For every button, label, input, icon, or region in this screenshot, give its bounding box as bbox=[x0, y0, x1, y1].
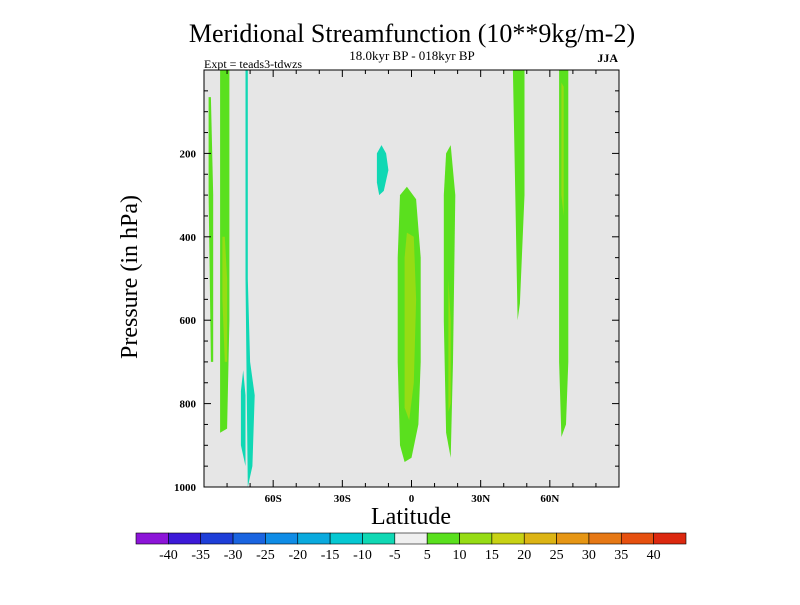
colorbar-label: 15 bbox=[485, 548, 499, 563]
colorbar-label: 25 bbox=[550, 548, 564, 563]
colorbar-box bbox=[426, 532, 460, 545]
colorbar-label: 10 bbox=[453, 548, 467, 563]
colorbar-box bbox=[459, 532, 493, 545]
y-tick-label: 1000 bbox=[174, 482, 197, 494]
colorbar-label: 5 bbox=[424, 548, 431, 563]
colorbar-box bbox=[297, 532, 331, 545]
colorbar-box bbox=[135, 532, 169, 545]
colorbar-box bbox=[362, 532, 396, 545]
colorbar-box bbox=[523, 532, 557, 545]
colorbar-label: -25 bbox=[256, 548, 275, 563]
contour-region-3 bbox=[245, 70, 255, 487]
y-tick-label: 600 bbox=[180, 315, 197, 327]
colorbar-label: 30 bbox=[582, 548, 596, 563]
y-tick-label: 400 bbox=[180, 232, 197, 244]
y-tick-label: 800 bbox=[180, 399, 197, 411]
x-tick-label: 30S bbox=[334, 493, 351, 505]
colorbar-label: -15 bbox=[321, 548, 340, 563]
colorbar-box bbox=[653, 532, 687, 545]
contour-region-5 bbox=[376, 145, 389, 196]
colorbar-label: 40 bbox=[647, 548, 661, 563]
contour-region-2 bbox=[222, 236, 228, 362]
season-label: JJA bbox=[597, 51, 618, 65]
colorbar: -40 -35 -30 -25 -20 -15 -10 -5 5 10 15 20 25 30 35 40 bbox=[135, 532, 687, 563]
x-tick-label: 30N bbox=[471, 493, 490, 505]
chart-title: Meridional Streamfunction (10**9kg/m-2) bbox=[189, 19, 635, 48]
colorbar-box bbox=[200, 532, 234, 545]
colorbar-label: -10 bbox=[353, 548, 372, 563]
colorbar-label: 20 bbox=[517, 548, 531, 563]
colorbar-label: -30 bbox=[224, 548, 243, 563]
y-tick-label: 200 bbox=[180, 148, 197, 160]
contour-region-12 bbox=[561, 82, 564, 216]
colorbar-box bbox=[329, 532, 363, 545]
colorbar-label: -40 bbox=[159, 548, 178, 563]
experiment-label: Expt = teads3-tdwzs bbox=[204, 57, 302, 71]
contour-region-4 bbox=[240, 370, 246, 467]
colorbar-box bbox=[620, 532, 654, 545]
contour-region-7 bbox=[404, 232, 417, 421]
x-axis: 60S 30S 0 30N 60N bbox=[203, 70, 620, 505]
colorbar-box bbox=[168, 532, 202, 545]
chart-subtitle: 18.0kyr BP - 018kyr BP bbox=[349, 48, 475, 63]
colorbar-label: 35 bbox=[614, 548, 628, 563]
x-tick-label: 60S bbox=[265, 493, 282, 505]
contour-region-0 bbox=[208, 97, 214, 362]
colorbar-box bbox=[232, 532, 266, 545]
contour-region-11 bbox=[559, 70, 569, 437]
colorbar-label: -35 bbox=[191, 548, 210, 563]
contour-region-9 bbox=[448, 278, 451, 412]
colorbar-box bbox=[265, 532, 299, 545]
contour-regions bbox=[208, 70, 569, 487]
colorbar-box bbox=[491, 532, 525, 545]
contour-region-10 bbox=[512, 70, 525, 321]
x-tick-label: 0 bbox=[409, 493, 415, 505]
colorbar-label: -20 bbox=[288, 548, 307, 563]
x-tick-label: 60N bbox=[540, 493, 559, 505]
y-axis: 200 400 600 800 1000 bbox=[174, 90, 619, 494]
colorbar-box bbox=[394, 532, 428, 545]
colorbar-label: -5 bbox=[389, 548, 401, 563]
x-axis-label: Latitude bbox=[371, 504, 451, 530]
colorbar-box bbox=[556, 532, 590, 545]
colorbar-box bbox=[588, 532, 622, 545]
y-axis-label: Pressure (in hPa) bbox=[117, 195, 143, 359]
